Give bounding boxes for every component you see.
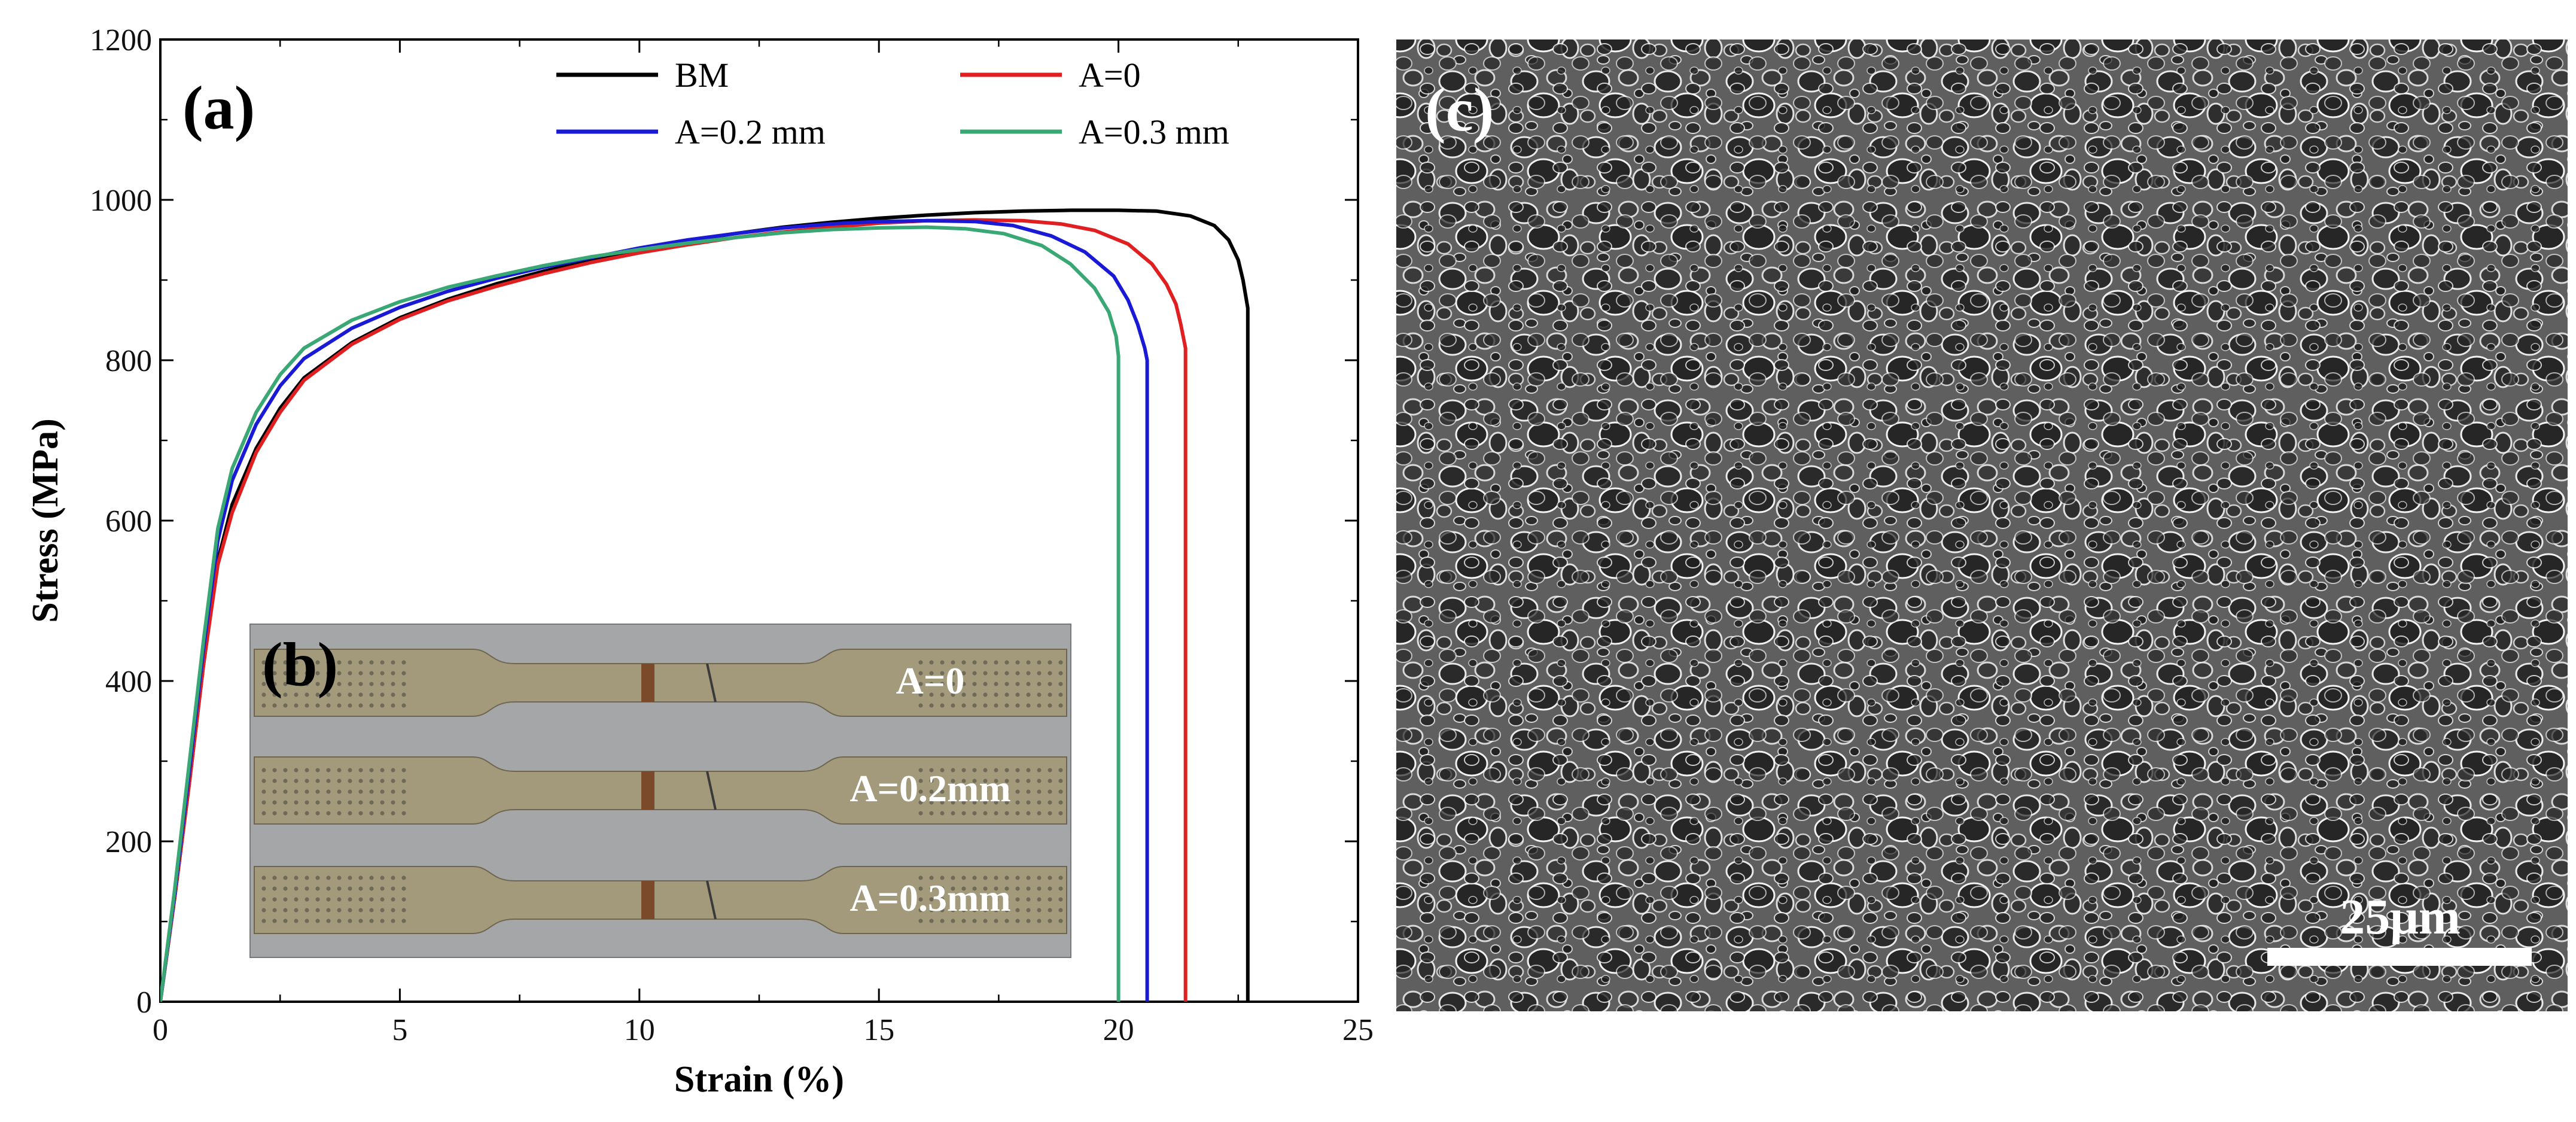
fracture-line xyxy=(706,771,717,810)
grip-holes xyxy=(914,655,1063,710)
grip-holes xyxy=(914,872,1063,928)
y-axis-title: Stress (MPa) xyxy=(25,418,66,622)
x-axis: 0 5 10 15 20 25 xyxy=(153,39,1374,1047)
weld-seam xyxy=(641,664,654,702)
specimen-label: A=0.3mm xyxy=(849,877,1010,919)
legend-entry: A=0.3 mm xyxy=(960,112,1229,151)
legend-label: BM xyxy=(675,56,729,95)
specimen: A=0.2mm xyxy=(254,756,1067,825)
x-tick-label: 10 xyxy=(624,1013,655,1047)
specimen: A=0.3mm xyxy=(254,866,1067,934)
y-axis: 0 200 400 600 800 1000 1200 xyxy=(90,23,1358,1020)
panel-label-a: (a) xyxy=(182,74,255,142)
series-line-2 xyxy=(160,218,1149,1002)
grip-holes xyxy=(258,655,407,710)
specimen-body xyxy=(254,756,1067,825)
specimen-list: A=0 A=0.2mm A=0.3mm xyxy=(254,649,1067,934)
x-tick-label: 15 xyxy=(863,1013,894,1047)
y-tick-label: 400 xyxy=(105,665,152,699)
weld-seam xyxy=(641,881,654,919)
x-axis-title: Strain (%) xyxy=(674,1059,844,1100)
y-tick-label: 0 xyxy=(136,986,152,1020)
scale-bar-label: 25μm xyxy=(2340,889,2461,945)
sem-texture xyxy=(1396,39,2568,1011)
x-tick-label: 25 xyxy=(1342,1013,1374,1047)
stress-strain-chart: 0 200 400 600 800 1000 1200 0 5 10 15 20 25 Strain … xyxy=(25,23,1374,1100)
y-tick-label: 1200 xyxy=(90,23,152,57)
legend-entry: A=0 xyxy=(960,56,1141,95)
grip-holes xyxy=(258,872,407,928)
fracture-line xyxy=(706,880,717,920)
sem-fractograph: (c) 25μm xyxy=(1396,39,2568,1011)
series-group xyxy=(160,208,1250,1002)
specimen-body xyxy=(254,649,1067,717)
legend-entry: BM xyxy=(556,56,729,95)
panel-label-b: (b) xyxy=(262,630,338,699)
x-tick-label: 20 xyxy=(1103,1013,1134,1047)
legend-entry: A=0.2 mm xyxy=(556,112,826,151)
specimen: A=0 xyxy=(254,649,1067,717)
y-tick-label: 600 xyxy=(105,504,152,539)
series-line-3 xyxy=(160,225,1120,1002)
legend-label: A=0.2 mm xyxy=(675,112,826,151)
legend-label: A=0 xyxy=(1079,56,1141,95)
grip-holes xyxy=(258,763,407,818)
legend: BM A=0 A=0.2 mm A=0.3 mm xyxy=(556,56,1229,151)
specimen-photo-inset: A=0 A=0.2mm A=0.3mm (b) xyxy=(249,624,1071,958)
legend-label: A=0.3 mm xyxy=(1079,112,1229,151)
grip-holes xyxy=(914,763,1063,818)
y-tick-label: 800 xyxy=(105,344,152,378)
specimen-label: A=0.2mm xyxy=(849,767,1010,810)
x-tick-label: 5 xyxy=(392,1013,407,1047)
fracture-line xyxy=(706,663,717,703)
y-tick-label: 1000 xyxy=(90,184,152,218)
weld-seam xyxy=(641,771,654,810)
panel-label-c: (c) xyxy=(1425,75,1494,144)
specimen-body xyxy=(254,866,1067,934)
y-tick-label: 200 xyxy=(105,825,152,859)
specimen-label: A=0 xyxy=(896,659,965,702)
x-tick-label: 0 xyxy=(153,1013,168,1047)
scale-bar xyxy=(2267,948,2532,966)
